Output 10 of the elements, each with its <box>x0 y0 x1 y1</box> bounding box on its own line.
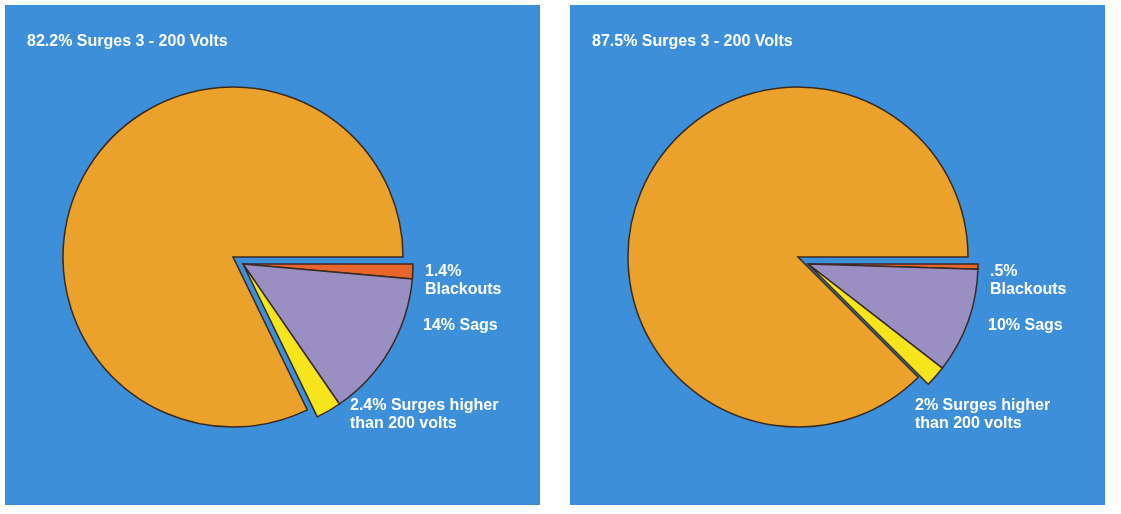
slice-label: 14% Sags <box>423 316 498 333</box>
slice-label: 2% Surges higher than 200 volts <box>915 396 1051 431</box>
slice-label: 2.4% Surges higher than 200 volts <box>350 396 499 431</box>
slice-label: Blackouts <box>990 280 1067 297</box>
slice-label: 87.5% Surges 3 - 200 Volts <box>592 32 793 49</box>
slice-label: 10% Sags <box>988 316 1063 333</box>
slice-label: Blackouts <box>425 280 502 297</box>
data-label: 1.4% <box>425 262 462 279</box>
data-label: .5% <box>990 262 1018 279</box>
slice-label: 82.2% Surges 3 - 200 Volts <box>27 32 228 49</box>
